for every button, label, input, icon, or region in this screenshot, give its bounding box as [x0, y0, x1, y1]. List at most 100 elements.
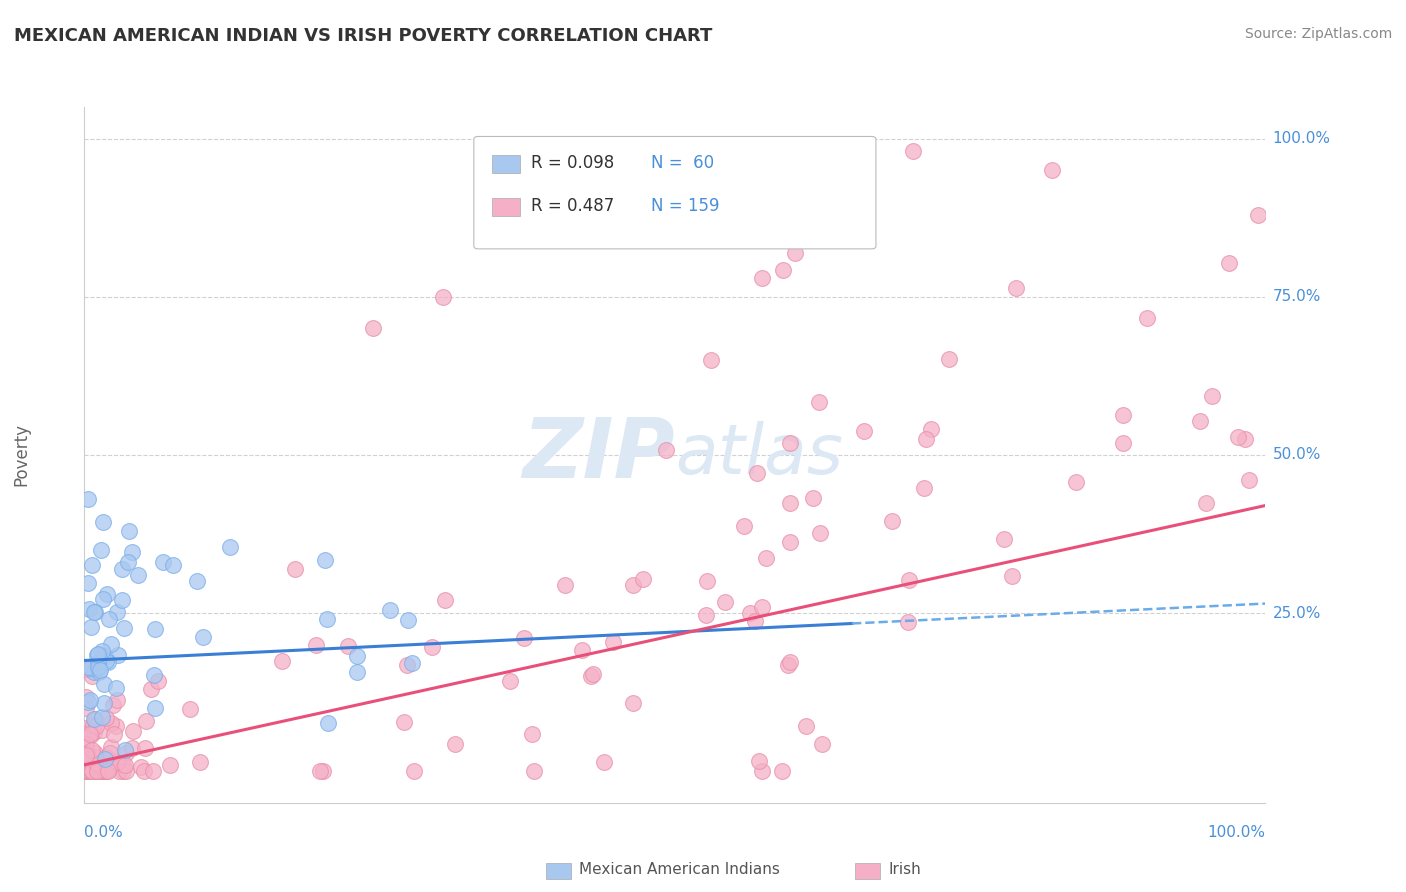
Point [346, 648, 368, 663]
Point [318, 715, 340, 730]
Point [312, 764, 335, 779]
Point [1112, 436, 1135, 450]
Point [499, 674, 522, 689]
Point [127, 568, 149, 582]
Point [152, 556, 174, 570]
Point [395, 657, 418, 672]
Point [779, 436, 801, 450]
Point [554, 578, 576, 592]
Point [91, 592, 114, 607]
Point [97, 655, 120, 669]
Point [112, 621, 135, 635]
Point [105, 605, 128, 619]
Point [1227, 430, 1250, 444]
Point [112, 757, 135, 772]
Point [1195, 496, 1218, 510]
Point [779, 495, 801, 509]
Point [655, 443, 678, 458]
Point [139, 682, 162, 697]
Point [100, 637, 122, 651]
Point [84, 719, 107, 733]
Point [80, 764, 103, 779]
Point [271, 654, 294, 668]
Point [1001, 568, 1024, 582]
Point [84, 756, 107, 770]
Point [98, 762, 121, 776]
Point [404, 764, 426, 779]
Text: 100.0%: 100.0% [1208, 825, 1265, 840]
Point [83, 605, 105, 619]
Point [79, 764, 101, 779]
Point [146, 674, 169, 689]
Point [700, 353, 723, 368]
Point [1233, 432, 1256, 446]
Point [162, 558, 184, 573]
Point [84, 764, 107, 779]
Point [695, 607, 717, 622]
Point [733, 518, 755, 533]
Point [755, 550, 778, 565]
Point [191, 630, 214, 644]
Point [104, 719, 127, 733]
Point [779, 534, 801, 549]
Point [305, 639, 328, 653]
Point [853, 425, 876, 439]
Point [744, 614, 766, 628]
Point [121, 545, 143, 559]
Point [1237, 473, 1260, 487]
Text: R = 0.098: R = 0.098 [531, 154, 614, 172]
Point [513, 631, 536, 645]
Point [1246, 208, 1268, 222]
Point [87, 655, 110, 669]
Point [98, 746, 121, 760]
Point [87, 761, 110, 775]
Point [77, 750, 100, 764]
Point [91, 756, 114, 770]
Point [118, 524, 141, 538]
Point [745, 466, 768, 480]
Point [142, 764, 165, 779]
Point [778, 658, 800, 673]
Point [444, 737, 467, 751]
Point [422, 640, 444, 654]
Point [75, 690, 97, 704]
Point [738, 606, 761, 620]
Point [582, 667, 605, 681]
Point [309, 764, 332, 779]
Point [361, 321, 384, 335]
Text: 50.0%: 50.0% [1272, 448, 1320, 462]
Point [77, 576, 100, 591]
Point [94, 648, 117, 663]
Point [751, 270, 773, 285]
Point [96, 587, 118, 601]
Point [91, 644, 114, 658]
Point [432, 290, 454, 304]
Point [97, 764, 120, 779]
Point [1004, 281, 1026, 295]
Point [90, 542, 112, 557]
Point [77, 751, 100, 765]
Point [90, 764, 112, 779]
Point [87, 647, 110, 661]
Point [104, 681, 127, 695]
Point [96, 749, 118, 764]
Point [90, 760, 112, 774]
Point [100, 716, 122, 731]
Text: Irish: Irish [889, 863, 921, 877]
Point [938, 352, 960, 367]
Text: 100.0%: 100.0% [1272, 131, 1330, 146]
Point [77, 725, 100, 739]
Point [75, 764, 97, 779]
Point [131, 760, 153, 774]
Point [579, 669, 602, 683]
Text: Source: ZipAtlas.com: Source: ZipAtlas.com [1244, 27, 1392, 41]
Point [115, 764, 138, 779]
Point [91, 515, 114, 529]
Point [86, 764, 108, 779]
Point [159, 758, 181, 772]
Point [134, 740, 156, 755]
Point [87, 660, 110, 674]
Point [114, 743, 136, 757]
Point [82, 718, 104, 732]
Point [77, 694, 100, 708]
